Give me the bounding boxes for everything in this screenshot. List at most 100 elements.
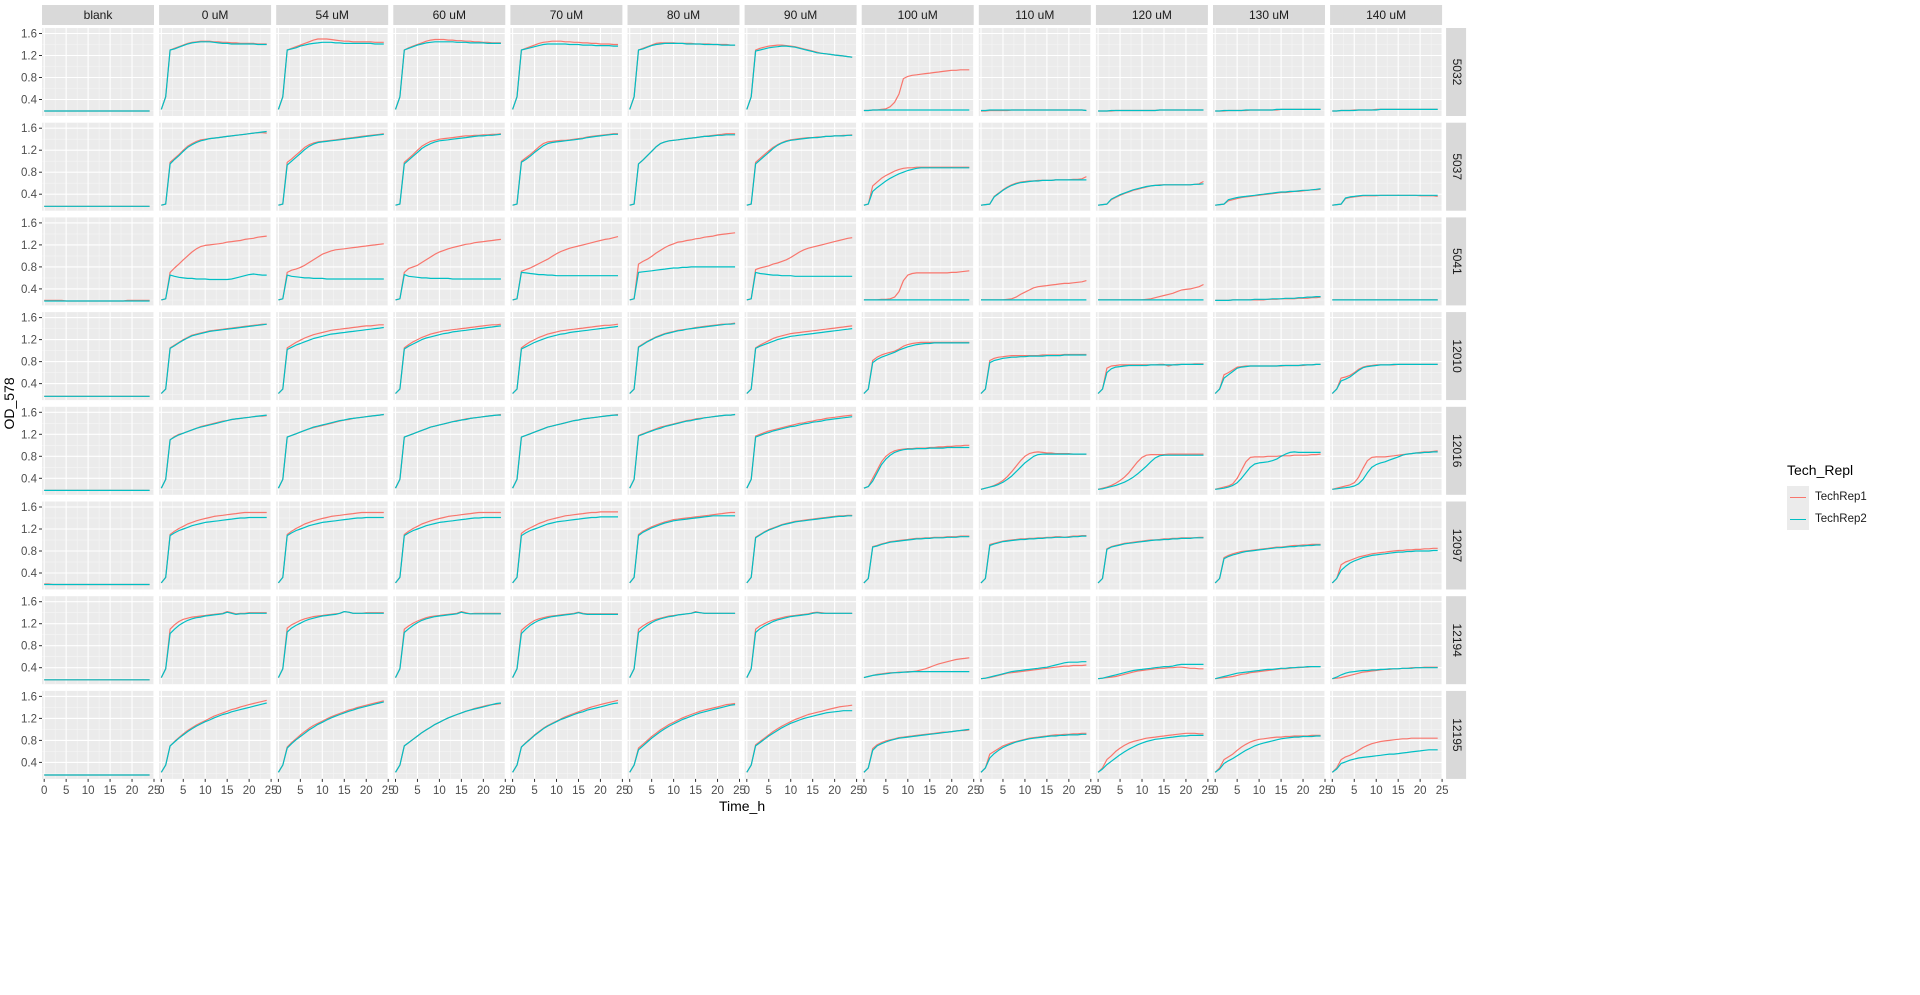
strip-bg-100-um — [861, 5, 974, 25]
legend-key-techrep1 — [1787, 486, 1809, 508]
series-line-techrep2-5032-130-um — [1215, 108, 1321, 112]
panel-12010-80-um — [627, 312, 741, 401]
y-tick-label: 1.6 — [21, 313, 37, 325]
series-line-techrep2-5037-90-um — [746, 134, 853, 206]
panel-12194-60-um — [393, 596, 506, 685]
series-line-techrep1-12195-140-um — [1331, 737, 1438, 773]
panel-bg-5041-110-um — [978, 217, 1091, 306]
y-tick-label: 1.2 — [21, 619, 37, 631]
strip-label-120-um: 120 uM — [1132, 8, 1172, 22]
panel-5041-0-um — [159, 217, 272, 306]
strip-row-5041: 5041 — [1446, 217, 1467, 306]
x-tick-label: 0 — [275, 785, 281, 797]
strip-label-row-12194: 12194 — [1450, 624, 1464, 658]
strip-bg-70-um — [510, 5, 623, 25]
series-line-techrep2-12010-120-um — [1097, 363, 1204, 394]
y-tick-label: 1.6 — [21, 407, 37, 419]
strip-col-140-um: 140 uM — [1330, 5, 1443, 25]
strip-col-90-um: 90 uM — [744, 5, 857, 25]
panel-5037-0-um — [159, 122, 272, 211]
y-tick-label: 0.8 — [21, 451, 37, 463]
panel-12016-90-um — [744, 406, 858, 495]
strip-row-12016: 12016 — [1446, 406, 1467, 495]
series-line-techrep1-12010-60-um — [395, 323, 501, 394]
panel-bg-12194-90-um — [744, 596, 857, 685]
series-line-techrep1-12097-60-um — [395, 511, 501, 584]
x-tick-label: 25 — [616, 785, 629, 797]
y-tick-label: 0.4 — [21, 757, 38, 769]
series-line-techrep2-5041-90-um — [746, 271, 853, 301]
panel-5032-80-um — [627, 28, 741, 116]
y-tick-label: 1.6 — [21, 597, 37, 609]
panel-bg-12194-blank — [42, 596, 154, 685]
panel-12016-110-um — [978, 406, 1092, 495]
panel-12016-70-um — [510, 406, 623, 495]
strip-col-54-um: 54 uM — [276, 5, 389, 25]
x-tick-label: 0 — [392, 785, 398, 797]
panel-bg-12016-100-um — [861, 406, 974, 495]
series-line-techrep2-5037-110-um — [980, 179, 1087, 206]
strip-bg-row-12194 — [1446, 596, 1467, 685]
y-tick-label: 0.8 — [21, 641, 37, 653]
strip-bg-120-um — [1095, 5, 1208, 25]
panel-12194-80-um — [627, 596, 741, 685]
series-line-techrep2-12097-90-um — [746, 515, 853, 584]
strip-label-row-12010: 12010 — [1450, 339, 1464, 373]
series-line-techrep2-12194-80-um — [629, 611, 736, 678]
panel-5032-54-um — [276, 28, 389, 116]
series-line-techrep2-12097-70-um — [512, 516, 618, 584]
x-tick-label: 15 — [689, 785, 702, 797]
y-tick-label: 0.4 — [21, 189, 38, 201]
x-tick-label: 20 — [828, 785, 841, 797]
x-tick-label: 10 — [82, 785, 95, 797]
panel-bg-12016-140-um — [1330, 406, 1443, 495]
series-line-techrep2-5032-80-um — [629, 42, 736, 110]
x-tick-label: 10 — [667, 785, 680, 797]
series-line-techrep1-12194-120-um — [1098, 666, 1204, 680]
panel-12010-54-um — [276, 312, 389, 401]
series-line-techrep1-5041-90-um — [746, 237, 853, 301]
panel-12097-70-um — [510, 501, 623, 590]
series-line-techrep1-12195-80-um — [629, 702, 736, 773]
y-tick-label: 1.6 — [21, 691, 37, 703]
panel-5037-90-um — [744, 122, 858, 211]
y-tick-label: 1.2 — [21, 335, 37, 347]
y-tick-label: 0.4 — [21, 379, 38, 391]
series-line-techrep2-12016-120-um — [1098, 454, 1204, 490]
series-line-techrep2-5032-120-um — [1098, 109, 1204, 112]
x-tick-label: 25 — [265, 785, 278, 797]
series-line-techrep1-5037-60-um — [395, 133, 501, 206]
series-line-techrep1-12010-70-um — [512, 323, 619, 394]
panel-12195-140-um — [1330, 690, 1443, 779]
panel-bg-12010-54-um — [276, 312, 389, 401]
strip-row-12195: 12195 — [1446, 690, 1467, 779]
series-line-techrep2-12016-130-um — [1215, 451, 1321, 490]
strip-label-110-um: 110 uM — [1015, 8, 1054, 22]
series-line-techrep2-12010-70-um — [512, 325, 619, 394]
series-line-techrep2-5032-70-um — [512, 43, 618, 110]
panel-bg-12016-110-um — [978, 406, 1091, 495]
strip-bg-90-um — [744, 5, 857, 25]
panel-12195-80-um — [627, 690, 741, 779]
panel-bg-12016-70-um — [510, 406, 623, 495]
x-tick-label: 20 — [243, 785, 256, 797]
series-line-techrep2-5032-90-um — [746, 45, 853, 110]
panel-bg-12195-90-um — [744, 690, 857, 779]
panel-bg-5041-130-um — [1213, 217, 1325, 306]
series-line-techrep1-5032-70-um — [512, 40, 618, 110]
series-line-techrep2-12016-110-um — [980, 453, 1087, 490]
panel-bg-5041-120-um — [1095, 217, 1208, 306]
panel-12195-blank — [42, 690, 155, 779]
strip-bg-54-um — [276, 5, 389, 25]
strip-row-5032: 5032 — [1446, 28, 1467, 116]
series-line-techrep1-12097-80-um — [629, 511, 736, 584]
panel-bg-5041-140-um — [1330, 217, 1443, 306]
y-tick-label: 1.6 — [21, 29, 37, 41]
panel-bg-12195-blank — [42, 690, 154, 779]
panel-bg-12195-140-um — [1330, 690, 1443, 779]
series-line-techrep2-12016-100-um — [863, 446, 970, 489]
y-tick-label: 0.8 — [21, 262, 37, 274]
panel-bg-12195-120-um — [1095, 690, 1208, 779]
series-line-techrep1-12010-90-um — [746, 325, 853, 394]
panel-12010-140-um — [1330, 312, 1443, 401]
